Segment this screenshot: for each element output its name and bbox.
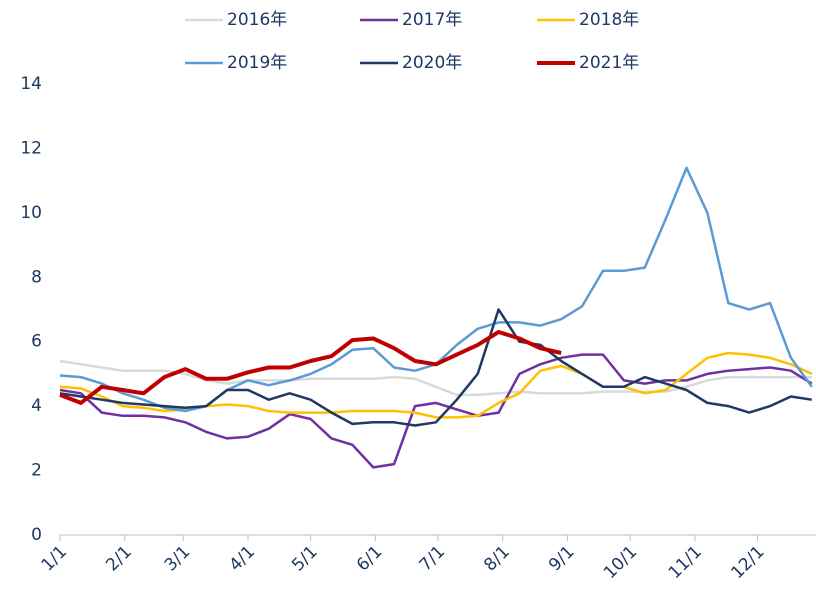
x-tick-label: 9/1 [545,542,578,575]
x-tick-label: 2/1 [102,542,135,575]
x-tick-label: 6/1 [353,542,386,575]
legend-label: 2020年 [402,53,462,73]
x-tick-label: 5/1 [288,542,321,575]
x-tick-label: 10/1 [600,542,641,583]
y-tick-label: 12 [20,138,42,158]
legend-label: 2019年 [227,53,287,73]
y-tick-label: 2 [31,461,42,481]
x-tick-label: 11/1 [665,542,706,583]
x-tick-label: 1/1 [38,542,71,575]
series-line [59,359,812,397]
x-tick-label: 12/1 [727,542,768,583]
x-tick-label: 8/1 [480,542,513,575]
y-tick-label: 6 [31,332,42,352]
legend-label: 2017年 [402,10,462,30]
x-tick-label: 3/1 [161,542,194,575]
series-line [59,308,812,427]
legend-label: 2016年 [227,10,287,30]
y-tick-label: 8 [31,267,42,287]
y-tick-label: 14 [20,74,42,94]
x-tick-label: 7/1 [416,542,449,575]
legend-label: 2018年 [579,10,639,30]
series-line [59,353,813,469]
legend-label: 2021年 [579,53,639,73]
series-line [59,330,562,405]
series-line [59,351,813,419]
y-tick-label: 10 [20,203,42,223]
y-tick-label: 0 [31,525,42,545]
x-tick-label: 4/1 [226,542,259,575]
y-tick-label: 4 [31,396,42,416]
